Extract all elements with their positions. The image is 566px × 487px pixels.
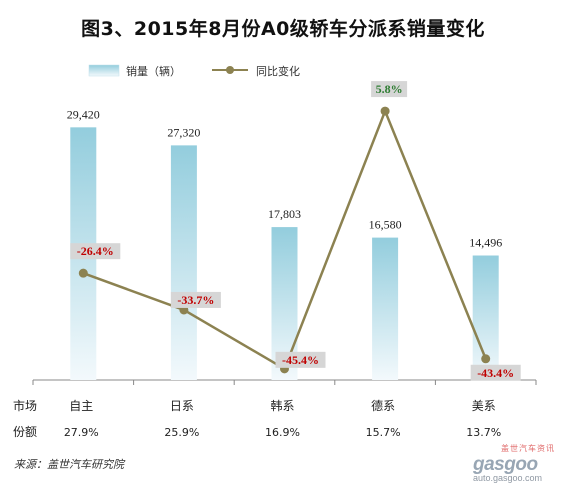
line-value-label-group: -33.7% <box>170 291 221 308</box>
line-value-label-group: -43.4% <box>470 364 521 381</box>
line-value-label: -45.4% <box>282 353 319 367</box>
bar-value-label: 17,803 <box>268 207 301 221</box>
legend-bar-label: 销量（辆） <box>126 64 181 78</box>
gasgoo-watermark: 盖世汽车资讯 gasgoo auto.gasgoo.com <box>473 443 555 483</box>
category-label: 韩系 <box>270 398 294 413</box>
category-label: 美系 <box>472 399 496 413</box>
line-value-label: -33.7% <box>177 293 214 307</box>
line-value-label-box <box>170 291 221 308</box>
category-label: 自主 <box>69 399 93 413</box>
line-value-label-group: -45.4% <box>275 351 326 368</box>
legend: 销量（辆） 同比变化 <box>88 64 300 78</box>
share-value-label: 13.7% <box>466 426 501 439</box>
line-value-label-box <box>371 81 408 98</box>
chart-title: 图3、2015年8月份A0级轿车分派系销量变化 <box>81 18 485 40</box>
bar-value-label: 14,496 <box>469 236 502 250</box>
category-label: 日系 <box>170 399 194 413</box>
legend-line-label: 同比变化 <box>256 64 300 78</box>
line-value-label-group: -26.4% <box>70 243 121 260</box>
line-point <box>380 106 390 116</box>
bar-value-label: 16,580 <box>369 218 402 232</box>
share-row-label: 份额 <box>13 425 37 439</box>
data-labels: 29,420 27,320 17,803 16,580 14,496 -26.4% -33.… <box>67 81 521 381</box>
line-value-label: 5.8% <box>376 82 403 96</box>
share-value-label: 25.9% <box>164 426 199 439</box>
market-row-label: 市场 <box>13 398 37 413</box>
share-value-label: 16.9% <box>265 426 300 439</box>
category-label: 德系 <box>371 398 395 413</box>
source-note: 来源：盖世汽车研究院 <box>14 458 124 471</box>
watermark-cn-text: 盖世汽车资讯 <box>501 444 555 453</box>
legend-line-marker <box>226 66 234 74</box>
watermark-logo: gasgoo <box>473 454 538 475</box>
line-value-label: -26.4% <box>77 244 114 258</box>
bar <box>170 145 197 380</box>
bar-value-label: 29,420 <box>67 107 100 121</box>
share-value-label: 15.7% <box>366 426 401 439</box>
legend-bar-swatch <box>88 64 120 77</box>
line-value-label-box <box>470 364 521 381</box>
share-value-label: 27.9% <box>64 426 99 439</box>
line-value-label-group: 5.8% <box>371 81 408 98</box>
bar-series <box>70 127 499 381</box>
line-point <box>481 354 491 364</box>
bar-value-label: 27,320 <box>167 125 200 139</box>
x-axis <box>32 379 537 385</box>
line-value-label-box <box>70 243 121 260</box>
line-point <box>78 268 88 278</box>
watermark-url: auto.gasgoo.com <box>473 473 543 483</box>
line-value-label: -43.4% <box>477 366 514 380</box>
line-value-label-box <box>275 351 326 368</box>
bar <box>372 237 399 380</box>
